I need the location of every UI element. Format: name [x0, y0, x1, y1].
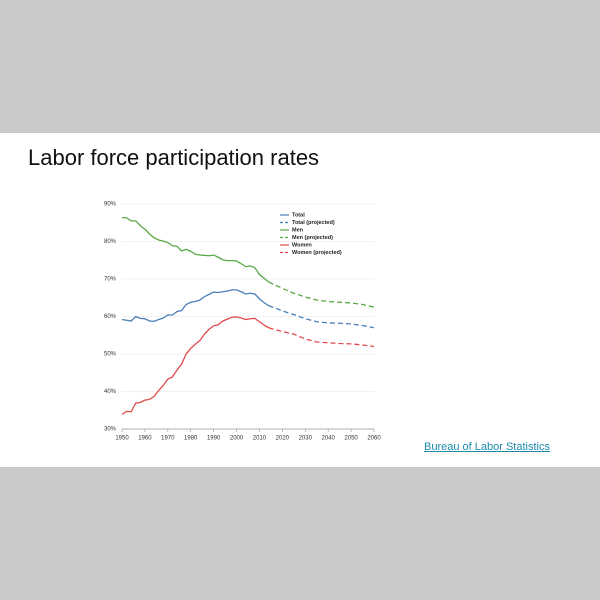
y-tick-label: 60% [104, 314, 117, 320]
line-series [121, 316, 269, 415]
x-tick-label: 2050 [344, 436, 358, 442]
source-link[interactable]: Bureau of Labor Statistics [424, 441, 550, 453]
x-tick-label: 1950 [115, 436, 129, 442]
x-tick-label: 2010 [253, 436, 267, 442]
legend-label: Women [292, 242, 312, 248]
y-tick-label: 30% [104, 427, 117, 433]
line-series [268, 327, 375, 348]
line-series [121, 216, 270, 283]
x-tick-label: 1960 [138, 436, 152, 442]
chart: 30% 40% 50% 60% 70% 80% 90% 1950 1960 1970 1980 199… [104, 202, 381, 442]
x-tick-label: 2060 [367, 436, 381, 442]
y-tick-label: 50% [104, 352, 117, 358]
slide-title: Labor force participation rates [28, 145, 320, 170]
legend-label: Men (projected) [292, 235, 333, 241]
x-tick-label: 2040 [322, 436, 336, 442]
line-series [268, 305, 375, 329]
line-series [268, 281, 375, 308]
legend-label: Women (projected) [292, 250, 342, 256]
legend-label: Total [292, 212, 305, 218]
x-tick-label: 1980 [184, 436, 198, 442]
legend-label: Total (projected) [292, 220, 335, 226]
y-tick-label: 40% [104, 389, 117, 395]
x-tick-label: 1990 [207, 436, 221, 442]
x-tick-label: 2000 [230, 436, 244, 442]
legend-label: Men [292, 227, 304, 233]
slide: Labor force participation rates 30% 40% 50… [0, 133, 600, 467]
line-series [121, 289, 269, 323]
y-tick-label: 70% [104, 277, 117, 283]
y-tick-label: 80% [104, 239, 117, 245]
x-tick-label: 2020 [276, 436, 290, 442]
x-tick-label: 2030 [299, 436, 313, 442]
y-tick-label: 90% [104, 202, 117, 208]
x-tick-label: 1970 [161, 436, 175, 442]
